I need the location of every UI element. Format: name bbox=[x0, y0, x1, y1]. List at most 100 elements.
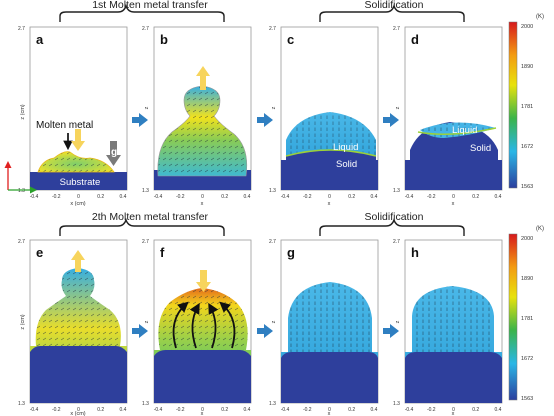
x-tick-label: 0 bbox=[201, 407, 204, 413]
x-tick-label: 0 bbox=[77, 194, 80, 200]
row2-solidification-bracket bbox=[319, 217, 465, 236]
z-label-f: z bbox=[144, 320, 150, 323]
y-bottom-a: 1.3 bbox=[18, 188, 25, 194]
x-label-g: x bbox=[328, 411, 331, 416]
process-arrow-a-b bbox=[132, 113, 148, 127]
x-tick-label: -0.4 bbox=[281, 407, 290, 413]
panel-c-solid-label: Solid bbox=[336, 159, 357, 170]
panel-f bbox=[154, 288, 251, 403]
panel-letter-b: b bbox=[160, 32, 168, 47]
x-tick-label: 0.4 bbox=[371, 407, 378, 413]
panel-e bbox=[30, 268, 127, 403]
x-label-a: x (cm) bbox=[70, 201, 85, 207]
y-top-d: 2.7 bbox=[393, 26, 400, 32]
x-label-e: x (cm) bbox=[70, 411, 85, 416]
panel-e-up-arrow bbox=[71, 250, 85, 272]
annotation-substrate: Substrate bbox=[60, 177, 101, 188]
row2-transfer-bracket bbox=[59, 217, 225, 236]
colorbar-tick-label: 1781 bbox=[521, 104, 533, 110]
x-axis-names: x (cm) x x x x (cm) x x x bbox=[70, 201, 454, 416]
x-tick-label: 0.4 bbox=[120, 194, 127, 200]
x-tick-label: -0.4 bbox=[30, 194, 39, 200]
panel-letter-g: g bbox=[287, 245, 295, 260]
panel-a-annotations bbox=[63, 129, 121, 166]
colorbar-tick-labels: 2000 1890 1781 1672 1563 2000 1890 1781 1672 1563 bbox=[521, 24, 533, 402]
colorbar-tick-label: 1563 bbox=[521, 396, 533, 402]
colorbar-tick-label: 2000 bbox=[521, 236, 533, 242]
panel-letter-f: f bbox=[160, 245, 165, 260]
colorbar-tick-label: 1781 bbox=[521, 316, 533, 322]
z-label-d: z bbox=[395, 106, 401, 109]
coordinate-axes-icon bbox=[4, 161, 37, 194]
x-tick-label: -0.2 bbox=[303, 407, 312, 413]
process-arrow-c-d bbox=[383, 113, 399, 127]
x-tick-label: 0.2 bbox=[472, 407, 479, 413]
y-top-f: 2.7 bbox=[142, 239, 149, 245]
yellow-down-arrow-shaft bbox=[75, 129, 81, 142]
row1-transfer-title: 1st Molten metal transfer bbox=[92, 0, 208, 11]
x-label-c: x bbox=[328, 201, 331, 207]
y-bottom-f: 1.3 bbox=[142, 401, 149, 407]
z-label-a: z (cm) bbox=[20, 104, 26, 119]
z-label-g: z bbox=[271, 320, 277, 323]
panel-g bbox=[281, 282, 378, 403]
panel-letter-e: e bbox=[36, 245, 43, 260]
x-tick-label: -0.2 bbox=[52, 194, 61, 200]
colorbar-tick-label: 1563 bbox=[521, 184, 533, 190]
x-tick-label: 0.2 bbox=[221, 407, 228, 413]
x-tick-label: 0.2 bbox=[97, 194, 104, 200]
x-tick-label: 0.4 bbox=[371, 194, 378, 200]
y-top-e: 2.7 bbox=[18, 239, 25, 245]
z-label-h: z bbox=[395, 320, 401, 323]
process-arrow-g-h bbox=[383, 324, 399, 338]
process-arrows bbox=[132, 113, 399, 338]
process-arrow-b-c bbox=[257, 113, 273, 127]
process-arrow-e-f bbox=[132, 324, 148, 338]
x-tick-label: -0.4 bbox=[154, 194, 163, 200]
panel-b-up-arrow bbox=[196, 66, 210, 90]
y-top-h: 2.7 bbox=[393, 239, 400, 245]
colorbar-tick-label: 1890 bbox=[521, 64, 533, 70]
panel-letter-c: c bbox=[287, 32, 294, 47]
x-tick-label: -0.2 bbox=[176, 407, 185, 413]
row2-transfer-title: 2th Molten metal transfer bbox=[92, 211, 209, 223]
x-tick-label: 0.2 bbox=[97, 407, 104, 413]
z-label-c: z bbox=[271, 106, 277, 109]
x-tick-labels: -0.4 -0.2 0 0.2 0.4 -0.4 -0.2 0 0.2 0.4 -0.4 -0.2 0 0… bbox=[30, 194, 502, 413]
row1-transfer-bracket bbox=[59, 3, 225, 22]
colorbar-bottom-unit: (K) bbox=[536, 226, 544, 232]
colorbar-bottom bbox=[508, 233, 518, 401]
x-label-b: x bbox=[201, 201, 204, 207]
x-tick-label: -0.2 bbox=[427, 407, 436, 413]
x-label-f: x bbox=[201, 411, 204, 416]
x-tick-label: 0.2 bbox=[348, 407, 355, 413]
panel-c-liquid-label: Liquid bbox=[333, 142, 358, 153]
panel-d-liquid-label: Liquid bbox=[452, 125, 477, 136]
process-arrow-f-g bbox=[257, 324, 273, 338]
x-tick-label: 0.4 bbox=[495, 194, 502, 200]
y-bottom-g: 1.3 bbox=[269, 401, 276, 407]
y-bottom-d: 1.3 bbox=[393, 188, 400, 194]
x-tick-label: -0.2 bbox=[176, 194, 185, 200]
axis-labels: 2.7 1.3 2.7 1.3 2.7 1.3 2.7 1.3 2.7 1.3 … bbox=[18, 26, 400, 407]
y-bottom-b: 1.3 bbox=[142, 188, 149, 194]
x-tick-label: 0.4 bbox=[495, 407, 502, 413]
colorbar-tick-label: 2000 bbox=[521, 24, 533, 30]
colorbar-top bbox=[508, 21, 518, 189]
x-tick-label: -0.2 bbox=[303, 194, 312, 200]
x-label-h: x bbox=[452, 411, 455, 416]
x-tick-label: -0.2 bbox=[427, 194, 436, 200]
colorbar-tick-label: 1672 bbox=[521, 356, 533, 362]
panel-c bbox=[281, 112, 378, 190]
x-tick-label: 0 bbox=[328, 194, 331, 200]
x-tick-label: 0 bbox=[452, 407, 455, 413]
colorbar-tick-label: 1672 bbox=[521, 144, 533, 150]
panel-d-solid-label: Solid bbox=[470, 143, 491, 154]
x-tick-label: 0.2 bbox=[221, 194, 228, 200]
y-bottom-h: 1.3 bbox=[393, 401, 400, 407]
gravity-arrow-shaft bbox=[110, 141, 117, 156]
y-bottom-c: 1.3 bbox=[269, 188, 276, 194]
x-tick-label: 0.2 bbox=[472, 194, 479, 200]
colorbar-top-unit: (K) bbox=[536, 14, 544, 20]
